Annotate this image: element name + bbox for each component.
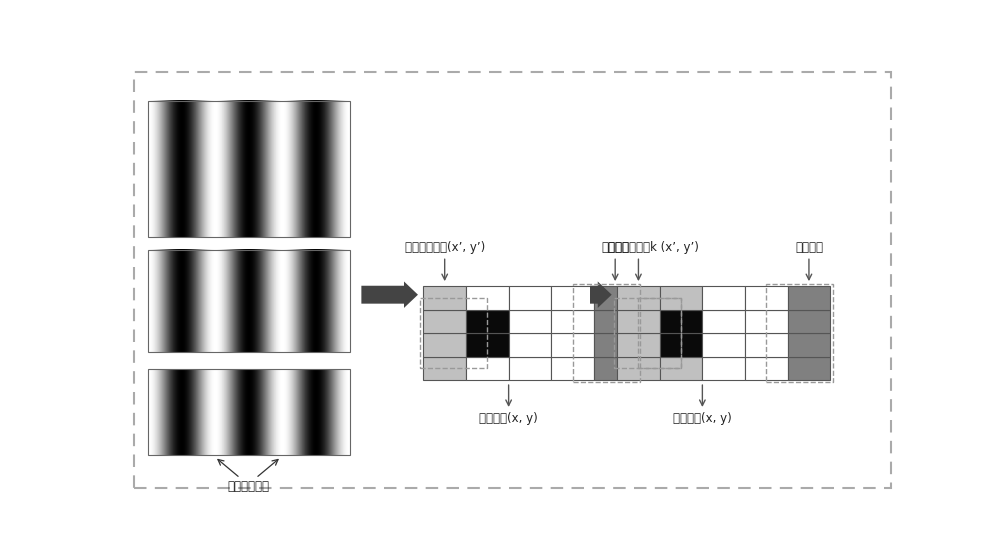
Bar (509, 333, 551, 357)
Bar (509, 357, 551, 380)
Bar (660, 310, 702, 333)
Bar (745, 357, 788, 380)
Bar (594, 310, 637, 333)
Bar (788, 333, 830, 357)
Bar (766, 284, 833, 382)
Bar (617, 286, 660, 310)
Bar (702, 310, 745, 333)
Bar (702, 357, 745, 380)
Text: 最近边缘坐标(x’, y’): 最近边缘坐标(x’, y’) (405, 241, 485, 254)
Bar (660, 357, 702, 380)
Bar (466, 286, 509, 310)
Bar (423, 357, 466, 380)
Bar (745, 333, 788, 357)
Bar (745, 286, 788, 310)
Bar (638, 298, 681, 368)
Bar (148, 250, 350, 352)
FancyArrow shape (361, 281, 418, 308)
Text: 像素坐标(x, y): 像素坐标(x, y) (673, 412, 732, 425)
Bar (660, 286, 702, 310)
Bar (788, 286, 830, 310)
Bar (551, 333, 594, 357)
FancyArrow shape (590, 281, 612, 308)
Text: 条纹级次: 条纹级次 (795, 241, 823, 254)
Bar (466, 333, 509, 357)
Bar (551, 310, 594, 333)
Bar (594, 286, 637, 310)
Bar (423, 333, 466, 357)
Text: 周期边缘数値: 周期边缘数値 (227, 480, 269, 493)
Bar (551, 286, 594, 310)
Bar (660, 333, 702, 357)
Bar (423, 310, 466, 333)
Bar (551, 357, 594, 380)
Bar (466, 357, 509, 380)
Bar (509, 286, 551, 310)
Bar (148, 370, 350, 455)
Bar (614, 298, 681, 368)
Bar (788, 357, 830, 380)
Bar (573, 284, 640, 382)
Bar (423, 286, 466, 310)
Bar (617, 310, 660, 333)
Bar (617, 333, 660, 357)
Bar (509, 310, 551, 333)
Bar (617, 357, 660, 380)
Bar (702, 286, 745, 310)
Text: 像素坐标(x, y): 像素坐标(x, y) (479, 412, 538, 425)
Bar (594, 333, 637, 357)
Bar (466, 310, 509, 333)
Bar (148, 101, 350, 237)
Bar (594, 357, 637, 380)
Bar (745, 310, 788, 333)
Bar (788, 310, 830, 333)
Bar (702, 333, 745, 357)
Bar (420, 298, 487, 368)
Text: 级次相位: 级次相位 (601, 241, 629, 254)
Text: 最近条纹级次k (x’, y’): 最近条纹级次k (x’, y’) (608, 241, 699, 254)
